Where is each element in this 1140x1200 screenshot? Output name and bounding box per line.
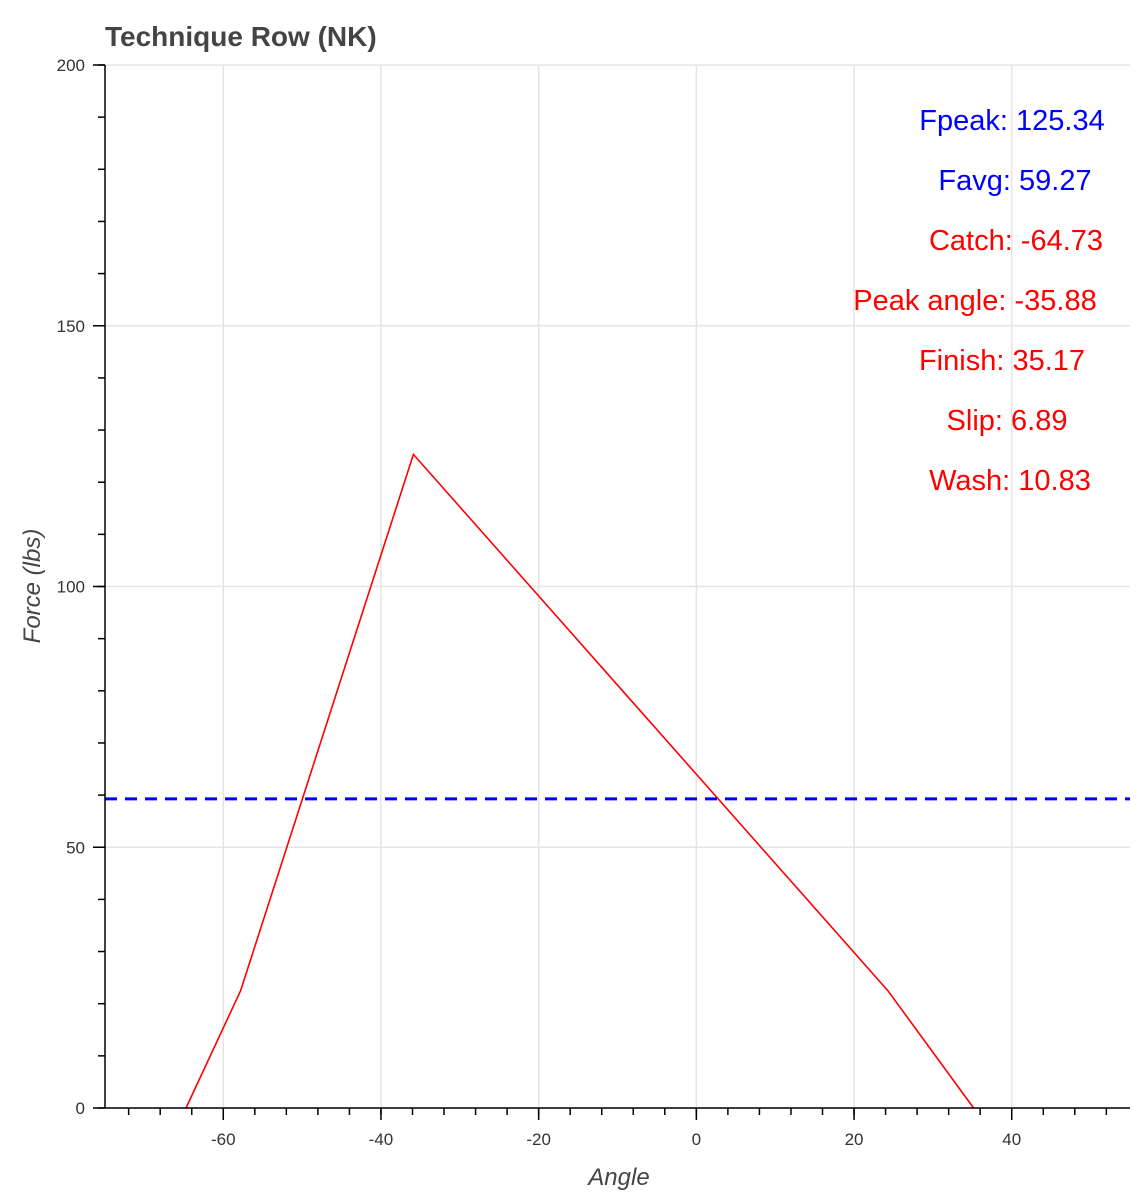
stat-annotation: Wash: 10.83 [929,465,1091,497]
series-layer [105,452,1130,1109]
x-tick-label: 20 [845,1130,864,1149]
x-axis-label: Angle [586,1164,649,1191]
chart-title: Technique Row (NK) [105,21,377,52]
axes: -60 -40 -20 0 20 40 0 50 100 150 200 [57,56,1130,1149]
y-tick-label: 200 [57,56,85,75]
y-axis-label: Force (lbs) [19,529,46,644]
annotations: Fpeak: 125.34 Favg: 59.27 Catch: -64.73 Pea… [853,105,1104,497]
x-tick-label: -40 [369,1130,394,1149]
y-tick-label: 50 [66,838,85,857]
grid [105,64,1130,1109]
stat-annotation: Finish: 35.17 [919,345,1085,377]
y-tick-label: 0 [76,1099,85,1118]
x-tick-label: 40 [1002,1130,1021,1149]
force-curve-line [185,452,975,1109]
stat-annotation: Fpeak: 125.34 [919,105,1104,137]
stat-annotation: Catch: -64.73 [929,225,1103,257]
x-tick-label: 0 [692,1130,701,1149]
y-tick-label: 100 [57,578,85,597]
stat-annotation: Slip: 6.89 [947,405,1068,437]
x-tick-label: -60 [211,1130,236,1149]
stat-annotation: Favg: 59.27 [938,165,1091,197]
y-tick-label: 150 [57,317,85,336]
stat-annotation: Peak angle: -35.88 [853,285,1096,317]
x-tick-label: -20 [526,1130,551,1149]
